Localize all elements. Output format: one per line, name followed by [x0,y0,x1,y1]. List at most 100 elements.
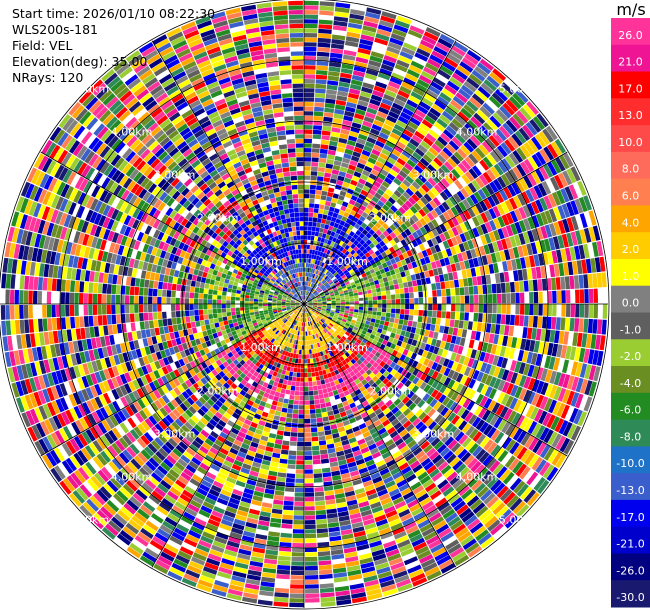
velocity-gate-cell [416,322,422,329]
velocity-gate-cell [431,143,442,154]
velocity-gate-cell [299,340,303,345]
velocity-gate-cell [367,255,373,262]
velocity-gate-cell [293,367,298,373]
velocity-gate-cell [283,500,294,506]
velocity-gate-cell [552,290,557,304]
velocity-gate-cell [404,162,414,172]
velocity-gate-cell [277,401,283,408]
velocity-gate-cell [391,274,397,280]
velocity-gate-cell [269,522,281,528]
velocity-gate-cell [316,417,323,423]
velocity-gate-cell [421,249,428,258]
velocity-gate-cell [353,65,367,73]
velocity-gate-cell [443,273,449,282]
velocity-gate-cell [318,19,333,25]
velocity-gate-cell [414,177,424,187]
velocity-gate-cell [272,504,283,510]
velocity-gate-cell [518,206,527,220]
velocity-gate-cell [519,144,531,158]
velocity-gate-cell [408,64,422,74]
velocity-gate-cell [489,71,503,85]
velocity-gate-cell [348,18,364,25]
velocity-gate-cell [417,187,427,196]
velocity-gate-cell [327,211,334,217]
velocity-gate-cell [579,304,585,318]
velocity-gate-cell [304,0,319,6]
velocity-gate-cell [324,172,332,178]
velocity-gate-cell [297,432,304,438]
velocity-gate-cell [488,220,497,231]
velocity-gate-cell [333,248,339,254]
velocity-gate-cell [279,393,285,399]
velocity-gate-cell [297,441,304,447]
velocity-gate-cell [313,111,324,117]
velocity-gate-cell [492,112,505,125]
velocity-gate-cell [373,85,386,94]
velocity-gate-cell [383,144,393,153]
velocity-gate-cell [338,279,344,284]
velocity-gate-cell [457,176,467,188]
velocity-gate-cell [378,247,385,254]
velocity-gate-cell [447,219,455,229]
velocity-gate-cell [476,322,483,332]
velocity-gate-cell [304,14,319,20]
velocity-gate-cell [329,457,338,463]
velocity-gate-cell [451,168,461,179]
velocity-gate-cell [351,284,357,289]
velocity-gate-cell [304,189,310,194]
velocity-gate-cell [439,223,447,233]
velocity-gate-cell [483,198,492,210]
velocity-gate-cell [569,275,575,290]
velocity-gate-cell [318,24,333,30]
velocity-gate-cell [304,65,316,70]
velocity-gate-cell [327,239,332,246]
velocity-gate-cell [330,241,335,247]
velocity-gate-cell [286,385,291,390]
velocity-gate-cell [459,222,468,233]
velocity-gate-cell [410,60,425,70]
velocity-gate-cell [593,288,598,303]
velocity-gate-cell [551,159,562,174]
velocity-gate-cell [376,76,389,85]
velocity-gate-cell [473,312,479,322]
velocity-gate-cell [436,118,448,129]
velocity-gate-cell [410,91,423,101]
velocity-gate-cell [472,276,478,286]
velocity-gate-cell [343,289,348,294]
velocity-gate-cell [312,300,318,303]
velocity-gate-cell [374,222,382,229]
velocity-gate-cell [414,83,428,93]
velocity-gate-cell [547,161,558,176]
velocity-gate-cell [316,275,320,280]
velocity-gate-cell [385,249,392,256]
velocity-gate-cell [593,304,599,319]
velocity-gate-cell [307,235,311,240]
velocity-gate-cell [304,166,311,171]
velocity-gate-cell [327,255,332,261]
velocity-gate-cell [450,206,459,216]
velocity-gate-cell [484,221,493,233]
velocity-gate-cell [463,209,472,220]
velocity-gate-cell [524,304,530,315]
velocity-gate-cell [407,29,423,39]
velocity-gate-cell [304,138,312,144]
velocity-gate-cell [430,187,440,197]
velocity-gate-cell [336,95,348,102]
velocity-gate-cell [330,268,335,274]
velocity-gate-cell [317,551,331,557]
velocity-gate-cell [339,133,349,140]
velocity-gate-cell [524,292,529,304]
velocity-gate-cell [284,426,291,432]
velocity-gate-cell [355,108,366,116]
velocity-gate-cell [288,376,293,381]
velocity-gate-cell [326,89,337,95]
velocity-gate-cell [337,277,343,282]
velocity-gate-cell [487,284,492,294]
velocity-gate-cell [505,314,511,325]
velocity-gate-cell [355,255,361,261]
velocity-gate-cell [317,171,325,177]
velocity-gate-cell [372,300,378,304]
velocity-gate-cell [463,231,471,241]
velocity-gate-cell [431,103,444,114]
velocity-gate-cell [367,64,380,72]
